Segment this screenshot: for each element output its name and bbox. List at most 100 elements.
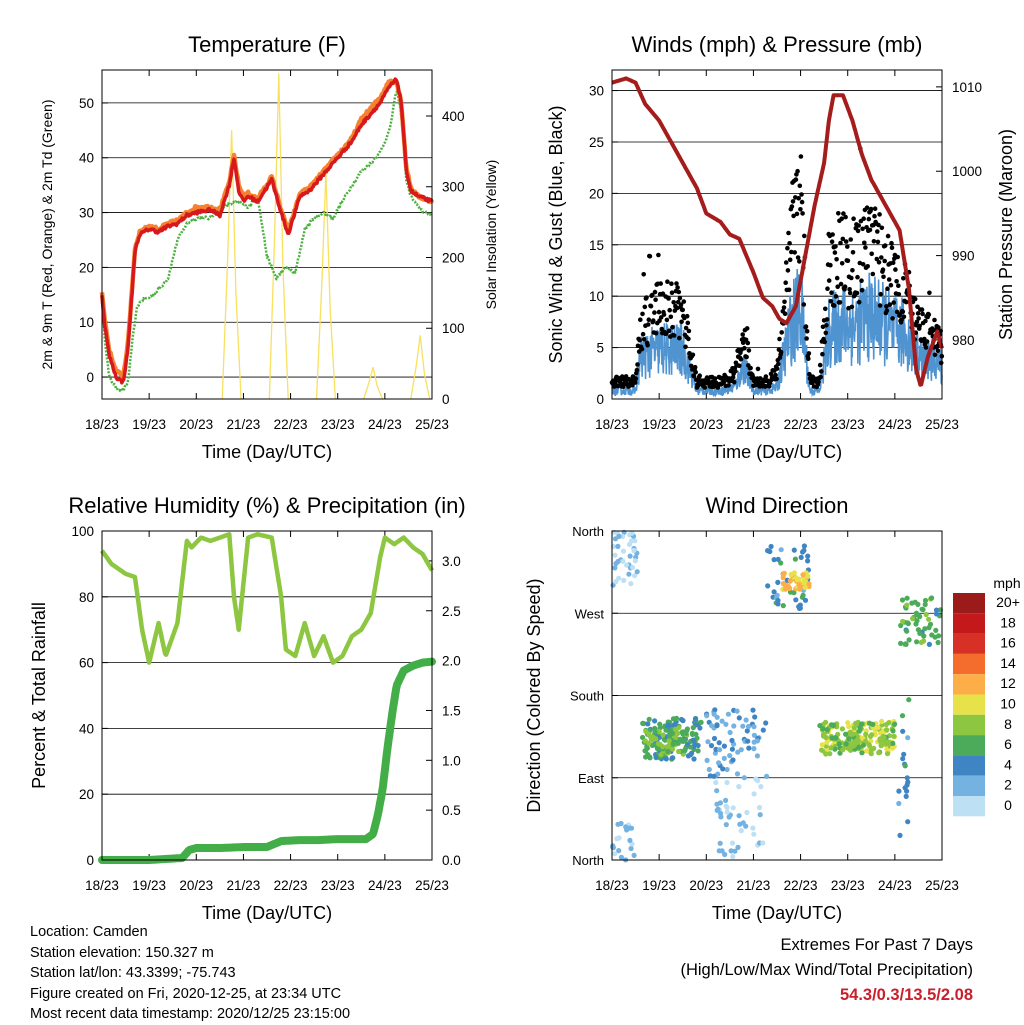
direction-point <box>899 597 906 603</box>
legend-label: 2 <box>1004 777 1012 793</box>
gust-point <box>877 212 882 217</box>
direction-point <box>900 618 906 625</box>
station-info: Location: Camden Station elevation: 150.… <box>30 922 350 1025</box>
gust-point <box>917 323 922 329</box>
direction-point <box>898 622 904 629</box>
gust-point <box>646 317 652 323</box>
x-tick-label: 19/23 <box>132 417 166 432</box>
gust-point <box>843 239 849 244</box>
gust-point <box>829 239 835 244</box>
direction-point <box>621 577 627 584</box>
gust-point <box>680 307 685 313</box>
gust-point <box>669 290 675 296</box>
direction-point <box>791 547 797 553</box>
gust-point <box>818 374 823 380</box>
gust-point <box>882 243 888 248</box>
direction-point <box>723 822 729 828</box>
direction-point <box>714 807 720 814</box>
gust-point <box>661 312 667 317</box>
direction-point <box>875 724 881 731</box>
direction-point <box>767 548 773 555</box>
gust-point <box>926 312 932 317</box>
x-tick-label: 19/23 <box>642 878 676 893</box>
direction-point <box>620 548 627 554</box>
direction-point <box>612 851 618 857</box>
y-tick-label: East <box>578 771 604 786</box>
direction-point <box>793 597 799 603</box>
y-tick-label: 5 <box>596 341 604 356</box>
direction-point <box>656 728 662 735</box>
gust-point <box>927 290 932 296</box>
direction-point <box>913 610 920 616</box>
gust-point <box>783 280 788 286</box>
gust-point <box>869 251 874 257</box>
gust-point <box>896 292 902 297</box>
plot-frame <box>611 530 943 861</box>
direction-point <box>883 741 889 747</box>
direction-point <box>626 571 632 577</box>
direction-point <box>751 791 757 797</box>
gust-point <box>647 253 653 259</box>
legend-label: 16 <box>1000 635 1016 651</box>
x-axis-label: Time (Day/UTC) <box>712 442 842 462</box>
gust-point <box>791 213 796 219</box>
direction-point <box>627 837 633 844</box>
gust-point <box>912 296 918 302</box>
gust-point <box>901 276 906 281</box>
direction-point <box>900 756 906 762</box>
direction-point <box>914 618 920 624</box>
direction-point <box>765 583 771 589</box>
direction-point <box>629 530 635 536</box>
gust-point <box>799 192 804 197</box>
gust-point <box>787 257 793 263</box>
x-tick-label: 18/23 <box>595 417 629 432</box>
gust-point <box>916 316 921 321</box>
gust-point <box>847 287 852 292</box>
direction-point <box>693 731 699 737</box>
direction-point <box>646 716 652 722</box>
direction-point <box>713 779 719 786</box>
direction-point <box>920 607 926 613</box>
gust-point <box>744 326 750 331</box>
x-tick-label: 23/23 <box>831 417 865 432</box>
gust-point <box>915 304 920 310</box>
panel-2: Winds (mph) & Pressure (mb) 18/23 19/23 20/… <box>546 32 1016 462</box>
y-tick-label: 40 <box>79 721 94 736</box>
direction-point <box>901 751 907 757</box>
x-tick-label: 24/23 <box>878 878 912 893</box>
direction-point <box>918 639 925 646</box>
direction-point <box>855 737 861 743</box>
direction-point <box>905 621 911 627</box>
direction-point <box>862 738 869 745</box>
gust-point <box>649 292 655 298</box>
gust-point <box>658 281 663 286</box>
direction-point <box>721 755 727 762</box>
direction-point <box>775 556 781 563</box>
direction-point <box>692 716 699 722</box>
x-tick-label: 21/23 <box>227 878 261 893</box>
direction-point <box>727 729 733 736</box>
gust-point <box>879 225 885 231</box>
direction-point <box>754 753 761 759</box>
y-tick-label: North <box>572 853 604 868</box>
direction-point <box>632 558 638 564</box>
location-text: Location: Camden <box>30 924 148 940</box>
legend-label: 0 <box>1004 797 1012 813</box>
gust-point <box>774 366 780 371</box>
direction-point <box>669 730 676 736</box>
direction-point <box>672 726 678 733</box>
direction-point <box>714 723 720 729</box>
gust-point <box>867 227 873 233</box>
direction-point <box>684 727 690 734</box>
direction-point <box>723 797 729 804</box>
gust-point <box>632 380 638 385</box>
gust-point <box>659 326 665 332</box>
gust-point <box>683 344 688 350</box>
gust-point <box>711 384 716 390</box>
gust-point <box>652 289 658 295</box>
solar-series <box>315 172 337 400</box>
direction-point <box>922 597 929 604</box>
elevation-text: Station elevation: 150.327 m <box>30 944 214 961</box>
direction-point <box>723 721 729 727</box>
y-axis-label: 2m & 9m T (Red, Orange) & 2m Td (Green) <box>39 100 55 370</box>
